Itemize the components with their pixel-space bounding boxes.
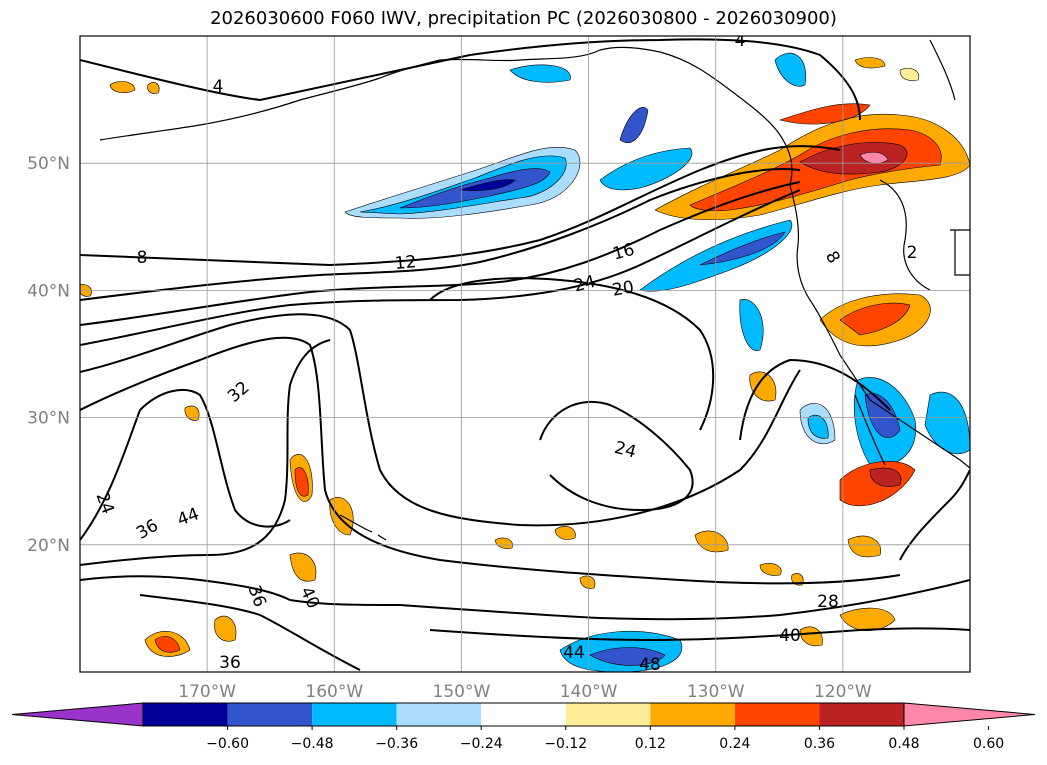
colorbar-swatch	[650, 703, 735, 726]
contour-label: 44	[563, 643, 585, 663]
colorbar-swatch	[143, 703, 228, 726]
contour-label: 4	[213, 77, 224, 97]
contour-label: 28	[817, 592, 839, 612]
contour-label: 2	[907, 243, 918, 263]
lon-tick-label: 120°W	[814, 682, 872, 702]
contour-label: 20	[611, 277, 636, 300]
colorbar-swatch	[565, 703, 651, 726]
lon-tick-label: 170°W	[178, 682, 236, 702]
colorbar-extend-low	[11, 702, 144, 727]
colorbar-labels: −0.60 −0.48 −0.36 −0.24 −0.12 0.12 0.24 0.36 0.4…	[206, 726, 1004, 752]
colorbar-tick-label: 0.48	[888, 736, 919, 752]
lat-tick-label: 20°N	[27, 536, 70, 556]
colorbar-tick-label: −0.36	[375, 736, 418, 752]
lon-tick-label: 140°W	[560, 682, 618, 702]
coastlines	[99, 39, 970, 541]
contour-label: 48	[639, 655, 661, 675]
contour-label: 8	[137, 248, 148, 268]
colorbar-swatch	[481, 703, 566, 726]
longitude-ticks: 170°W 160°W 150°W 140°W 130°W 120°W	[178, 682, 872, 702]
lat-tick-label: 50°N	[27, 154, 70, 174]
map-title: 2026030600 F060 IWV, precipitation PC (2…	[210, 8, 837, 29]
colorbar-tick-label: 0.12	[635, 736, 666, 752]
lat-tick-label: 40°N	[27, 281, 70, 301]
colorbar-swatch	[312, 703, 397, 726]
latitude-ticks: 50°N 40°N 30°N 20°N	[27, 154, 70, 556]
colorbar-swatch	[396, 703, 482, 726]
precip-shading	[80, 52, 970, 672]
lon-tick-label: 160°W	[305, 682, 363, 702]
colorbar-tick-label: 0.24	[719, 736, 750, 752]
colorbar-tick-label: −0.60	[206, 736, 249, 752]
colorbar-tick-label: 0.60	[973, 736, 1004, 752]
iwv-contours	[80, 38, 970, 671]
contour-label: 36	[219, 653, 241, 673]
lon-tick-label: 130°W	[687, 682, 745, 702]
map-frame	[79, 35, 971, 673]
colorbar-tick-label: 0.36	[804, 736, 835, 752]
contour-label: 40	[779, 626, 801, 646]
colorbar	[11, 702, 1036, 727]
contour-label: 12	[394, 252, 417, 274]
lon-tick-label: 150°W	[433, 682, 491, 702]
colorbar-tick-label: −0.12	[544, 736, 587, 752]
colorbar-extend-high	[903, 702, 1036, 727]
colorbar-tick-label: −0.24	[460, 736, 503, 752]
colorbar-frame	[142, 702, 905, 727]
colorbar-swatch	[227, 703, 313, 726]
colorbar-tick-label: −0.48	[291, 736, 334, 752]
lat-tick-label: 30°N	[27, 409, 70, 429]
map-grid	[80, 36, 970, 672]
colorbar-swatch	[819, 703, 904, 726]
contour-label: 4	[735, 31, 746, 51]
colorbar-swatch	[734, 703, 820, 726]
